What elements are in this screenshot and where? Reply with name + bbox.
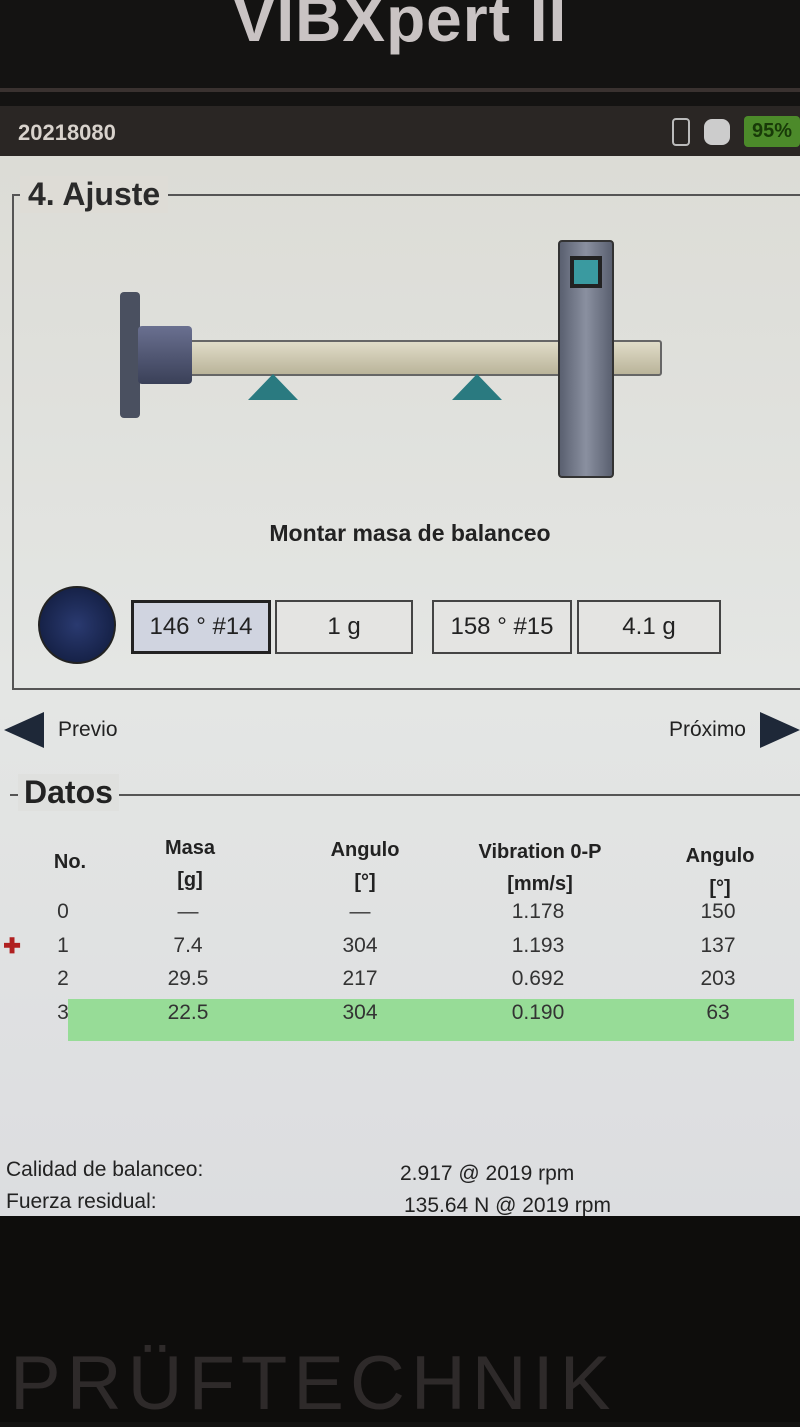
device-brand: VIBXpert II bbox=[232, 0, 568, 55]
table-cell: 217 bbox=[342, 967, 378, 990]
table-cell: 304 bbox=[342, 1000, 378, 1024]
table-cell: — bbox=[349, 900, 371, 923]
table-cell: 203 bbox=[700, 967, 736, 990]
position-2-angle[interactable]: 158 ° #15 bbox=[432, 600, 572, 654]
balance-quality-label: Calidad de balanceo: bbox=[6, 1158, 204, 1181]
balancing-plane-disk bbox=[558, 240, 614, 478]
header-unit: [g] bbox=[177, 869, 203, 891]
device-bezel-bottom bbox=[0, 1216, 800, 1422]
sensor-icon bbox=[671, 117, 690, 146]
position-1-mass[interactable]: 1 g bbox=[275, 600, 413, 654]
header-text: Angulo bbox=[685, 845, 755, 867]
balance-quality-value: 2.917 @ 2019 rpm bbox=[400, 1162, 575, 1185]
header-unit: [mm/s] bbox=[507, 873, 573, 895]
position-2-mass[interactable]: 4.1 g bbox=[577, 600, 721, 654]
residual-force-value: 135.64 N @ 2019 rpm bbox=[404, 1194, 611, 1217]
table-cell: 7.4 bbox=[173, 933, 203, 957]
table-cell: 29.5 bbox=[167, 967, 209, 990]
previous-button[interactable]: Previo bbox=[4, 712, 118, 748]
datos-divider bbox=[10, 794, 800, 796]
coupling-hub bbox=[138, 326, 192, 384]
screen: 4. Ajuste Montar masa de balanceo 146 ° … bbox=[0, 156, 800, 1217]
table-cell: 0 bbox=[57, 900, 69, 923]
header-vibration: Vibration 0-P [mm/s] bbox=[450, 836, 630, 900]
header-text: No. bbox=[53, 851, 87, 873]
header-angle: Angulo [°] bbox=[305, 834, 425, 898]
maker-logo: PRÜFTECHNIK bbox=[10, 1341, 617, 1426]
memory-icon bbox=[703, 118, 730, 145]
bearing-icon bbox=[248, 374, 298, 400]
table-cell: 0.190 bbox=[511, 1000, 565, 1024]
table-cell: 1.193 bbox=[511, 933, 565, 957]
header-phase: Angulo [°] bbox=[660, 840, 780, 904]
table-cell: 22.5 bbox=[167, 1000, 209, 1024]
measurement-id: 20218080 bbox=[18, 120, 116, 145]
status-bar: 20218080 95% bbox=[0, 106, 800, 156]
header-text: Vibration 0-P bbox=[478, 841, 602, 863]
battery-indicator: 95% bbox=[743, 116, 800, 147]
table-cell: 0.692 bbox=[511, 967, 565, 990]
panel-title: 4. Ajuste bbox=[20, 176, 169, 213]
table-cell: 304 bbox=[342, 933, 378, 957]
position-wheel[interactable] bbox=[38, 586, 116, 664]
previous-label: Previo bbox=[58, 718, 118, 741]
header-unit: [°] bbox=[354, 871, 376, 893]
bearing-icon bbox=[452, 374, 502, 400]
table-cell: 1 bbox=[57, 933, 69, 957]
header-mass: Masa [g] bbox=[130, 832, 250, 896]
coupling-flange bbox=[120, 292, 140, 418]
table-cell: 3 bbox=[57, 1000, 69, 1024]
arrow-right-icon bbox=[760, 712, 800, 748]
table-cell: 150 bbox=[700, 900, 736, 923]
datos-title: Datos bbox=[18, 774, 119, 811]
header-no: No. bbox=[40, 846, 100, 878]
trial-weight-marker-icon: ✚ bbox=[3, 934, 21, 958]
table-row[interactable]: 0 — — 1.178 150 bbox=[0, 900, 800, 932]
position-1-angle[interactable]: 146 ° #14 bbox=[131, 600, 271, 654]
instruction-text: Montar masa de balanceo bbox=[269, 520, 551, 546]
next-button[interactable]: Próximo bbox=[669, 712, 800, 748]
arrow-left-icon bbox=[4, 712, 44, 748]
residual-force-label: Fuerza residual: bbox=[6, 1190, 157, 1213]
table-cell: 63 bbox=[706, 1000, 730, 1024]
adjust-panel bbox=[12, 194, 800, 690]
plane-marker bbox=[570, 256, 602, 288]
table-row[interactable]: ✚ 1 7.4 304 1.193 137 bbox=[0, 934, 800, 966]
table-cell: 2 bbox=[57, 967, 69, 990]
header-text: Masa bbox=[164, 837, 216, 859]
table-row[interactable]: 2 29.5 217 0.692 203 bbox=[0, 967, 800, 999]
table-cell: — bbox=[177, 900, 199, 923]
table-row[interactable]: 3 22.5 304 0.190 63 bbox=[0, 998, 800, 1041]
bezel-divider bbox=[0, 88, 800, 92]
next-label: Próximo bbox=[668, 718, 746, 741]
table-cell: 1.178 bbox=[511, 900, 565, 923]
header-unit: [°] bbox=[709, 877, 731, 899]
table-cell: 137 bbox=[700, 933, 736, 957]
header-text: Angulo bbox=[330, 839, 400, 861]
